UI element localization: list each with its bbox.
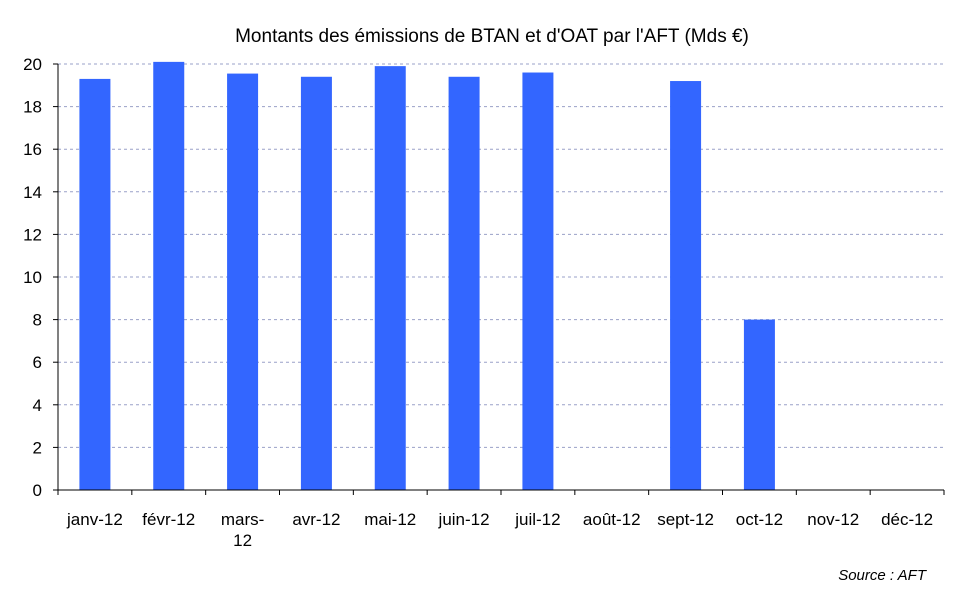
- x-tick-label: mai-12: [364, 510, 416, 529]
- x-tick-label: sept-12: [657, 510, 714, 529]
- x-tick-label: févr-12: [142, 510, 195, 529]
- y-tick-label: 0: [33, 481, 42, 500]
- bar: [374, 66, 406, 490]
- x-tick-label: nov-12: [807, 510, 859, 529]
- x-tick-label: janv-12: [66, 510, 123, 529]
- bar: [153, 61, 185, 491]
- bar: [670, 81, 702, 490]
- x-tick-label: avr-12: [292, 510, 340, 529]
- y-tick-labels: 0 2 4 6 8 10 12 14 16 18 20: [23, 55, 42, 500]
- x-tick-label: juin-12: [438, 510, 490, 529]
- bar: [522, 72, 554, 491]
- y-tick-label: 12: [23, 225, 42, 244]
- x-tick-label: août-12: [583, 510, 641, 529]
- y-tick-label: 10: [23, 268, 42, 287]
- y-tick-label: 14: [23, 183, 42, 202]
- y-tick-label: 2: [33, 438, 42, 457]
- axes: [53, 63, 945, 495]
- chart-title: Montants des émissions de BTAN et d'OAT …: [235, 26, 749, 47]
- grid-lines: [58, 63, 944, 448]
- bar: [743, 319, 775, 490]
- x-tick-labels: janv-12 févr-12 mars-12 avr-12 mai-12 juin-12…: [66, 510, 933, 550]
- x-tick-label: déc-12: [881, 510, 933, 529]
- bars: [79, 61, 775, 491]
- source-note: Source : AFT: [838, 567, 928, 584]
- y-tick-label: 18: [23, 98, 42, 117]
- bar: [79, 78, 111, 490]
- bar: [448, 76, 480, 490]
- y-tick-label: 6: [33, 353, 42, 372]
- x-tick-label: oct-12: [736, 510, 783, 529]
- bar: [300, 76, 332, 490]
- y-tick-label: 4: [33, 396, 42, 415]
- y-tick-label: 16: [23, 140, 42, 159]
- bar: [227, 73, 259, 491]
- y-tick-label: 8: [33, 311, 42, 330]
- y-tick-label: 20: [23, 55, 42, 74]
- x-tick-label: juil-12: [514, 510, 560, 529]
- x-tick-label: mars-12: [221, 510, 264, 550]
